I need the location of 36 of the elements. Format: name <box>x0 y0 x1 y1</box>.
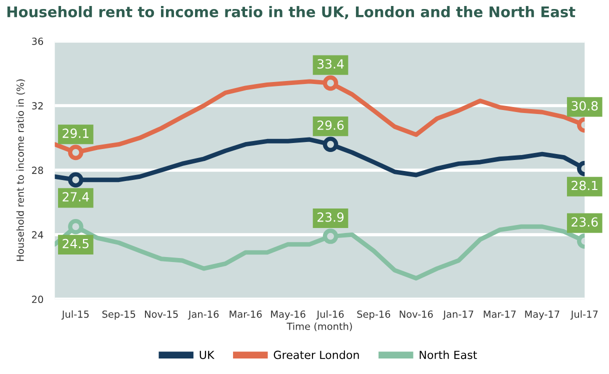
x-tick-label: Jul-16 <box>316 310 344 320</box>
y-tick-label: 28 <box>32 166 44 174</box>
legend-label: Greater London <box>274 350 359 360</box>
data-label: 23.9 <box>318 212 344 222</box>
x-tick-label: Nov-15 <box>144 310 178 318</box>
legend-label: North East <box>420 350 477 360</box>
point <box>68 218 84 234</box>
x-tick-label: Jan-17 <box>442 310 474 320</box>
chart-title: Household rent to income ratio in the UK, London and the North East <box>7 6 576 20</box>
x-tick-label: Nov-16 <box>400 310 433 318</box>
x-tick-label: May-17 <box>525 310 560 320</box>
data-label: 28.1 <box>572 180 598 190</box>
x-tick-label: Jul-17 <box>570 310 598 320</box>
point <box>68 144 84 160</box>
point <box>68 172 84 188</box>
x-tick-label: May-16 <box>271 310 306 320</box>
y-tick-label: 20 <box>32 296 44 304</box>
y-axis-title: Household rent to income ratio in (%) <box>16 79 26 261</box>
data-label: 23.6 <box>572 217 598 227</box>
data-label: 29.1 <box>62 128 88 138</box>
x-tick-label: Jul-15 <box>61 310 89 320</box>
data-label: 27.4 <box>62 192 89 202</box>
data-label: 24.5 <box>62 238 89 248</box>
y-tick-label: 24 <box>32 231 44 238</box>
x-axis-title: Time (month) <box>286 322 352 332</box>
y-tick-label: 32 <box>32 102 43 110</box>
x-tick-label: Jan-16 <box>188 310 219 320</box>
data-label: 29.6 <box>318 120 344 130</box>
data-label: 33.4 <box>318 59 344 69</box>
x-tick-label: Mar-16 <box>230 310 262 318</box>
legend-label: UK <box>200 350 215 360</box>
x-tick-label: Sep-16 <box>357 310 390 320</box>
x-tick-label: Mar-17 <box>484 310 516 318</box>
x-tick-label: Sep-15 <box>102 310 136 320</box>
y-tick-label: 36 <box>32 38 44 45</box>
data-label: 30.8 <box>572 101 598 111</box>
